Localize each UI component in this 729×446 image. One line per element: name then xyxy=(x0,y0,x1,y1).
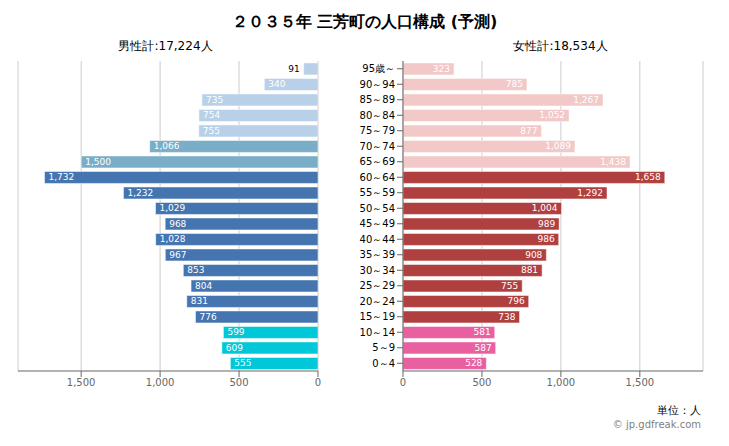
svg-text:599: 599 xyxy=(227,327,244,337)
svg-text:1,000: 1,000 xyxy=(146,377,175,388)
svg-text:967: 967 xyxy=(169,250,186,260)
svg-text:1,004: 1,004 xyxy=(532,203,558,213)
html-text:単位：人: 単位：人 xyxy=(657,404,701,417)
svg-text:581: 581 xyxy=(474,327,491,337)
svg-text:877: 877 xyxy=(520,126,537,136)
svg-text:1,500: 1,500 xyxy=(67,377,96,388)
svg-text:60～64: 60～64 xyxy=(360,172,395,183)
svg-text:1,292: 1,292 xyxy=(577,188,603,198)
svg-text:968: 968 xyxy=(169,219,186,229)
svg-text:587: 587 xyxy=(474,343,491,353)
svg-text:1,029: 1,029 xyxy=(160,203,186,213)
svg-text:40～44: 40～44 xyxy=(360,234,395,245)
svg-text:1,500: 1,500 xyxy=(626,377,655,388)
svg-text:831: 831 xyxy=(191,296,208,306)
svg-text:0: 0 xyxy=(400,377,406,388)
svg-text:1,267: 1,267 xyxy=(573,95,599,105)
svg-text:796: 796 xyxy=(507,296,524,306)
svg-text:50～54: 50～54 xyxy=(360,203,395,214)
svg-text:881: 881 xyxy=(521,265,538,275)
svg-text:908: 908 xyxy=(525,250,542,260)
svg-text:989: 989 xyxy=(538,219,555,229)
svg-text:340: 340 xyxy=(268,79,285,89)
svg-text:323: 323 xyxy=(433,64,450,74)
svg-text:1,232: 1,232 xyxy=(127,188,153,198)
html-text:女性計:18,534人: 女性計:18,534人 xyxy=(513,39,608,53)
svg-text:90～94: 90～94 xyxy=(360,79,395,90)
svg-text:55～59: 55～59 xyxy=(360,187,395,198)
svg-text:1,066: 1,066 xyxy=(154,141,180,151)
svg-text:555: 555 xyxy=(234,358,251,368)
svg-text:1,089: 1,089 xyxy=(545,141,571,151)
svg-text:1,028: 1,028 xyxy=(160,234,186,244)
svg-text:735: 735 xyxy=(206,95,223,105)
svg-text:0～4: 0～4 xyxy=(372,358,395,369)
svg-text:755: 755 xyxy=(203,126,220,136)
svg-text:15～19: 15～19 xyxy=(360,311,395,322)
svg-text:500: 500 xyxy=(472,377,491,388)
html-text:２０３５年 三芳町の人口構成 (予測): ２０３５年 三芳町の人口構成 (予測) xyxy=(231,12,498,31)
svg-text:5～9: 5～9 xyxy=(372,342,395,353)
svg-text:1,732: 1,732 xyxy=(49,172,75,182)
svg-text:500: 500 xyxy=(230,377,249,388)
svg-text:20～24: 20～24 xyxy=(360,296,395,307)
svg-text:30～34: 30～34 xyxy=(360,265,395,276)
svg-text:25～29: 25～29 xyxy=(360,280,395,291)
svg-text:738: 738 xyxy=(498,312,515,322)
svg-text:754: 754 xyxy=(203,110,220,120)
svg-text:804: 804 xyxy=(195,281,212,291)
svg-text:70～74: 70～74 xyxy=(360,141,395,152)
svg-text:1,438: 1,438 xyxy=(600,157,626,167)
svg-text:986: 986 xyxy=(537,234,554,244)
svg-text:91: 91 xyxy=(288,64,299,74)
svg-text:853: 853 xyxy=(187,265,204,275)
svg-text:85～89: 85～89 xyxy=(360,94,395,105)
svg-text:609: 609 xyxy=(226,343,243,353)
svg-text:785: 785 xyxy=(506,79,523,89)
svg-text:65～69: 65～69 xyxy=(360,156,395,167)
svg-text:1,500: 1,500 xyxy=(85,157,111,167)
svg-text:75～79: 75～79 xyxy=(360,125,395,136)
svg-text:0: 0 xyxy=(315,377,321,388)
svg-text:1,052: 1,052 xyxy=(539,110,565,120)
svg-text:35～39: 35～39 xyxy=(360,249,395,260)
svg-text:80～84: 80～84 xyxy=(360,110,395,121)
svg-text:528: 528 xyxy=(465,358,482,368)
svg-text:95歳～: 95歳～ xyxy=(362,63,395,74)
svg-text:45～49: 45～49 xyxy=(360,218,395,229)
svg-text:1,000: 1,000 xyxy=(547,377,576,388)
html-text:男性計:17,224人: 男性計:17,224人 xyxy=(118,39,213,53)
html-text:© jp.gdfreak.com: © jp.gdfreak.com xyxy=(612,419,701,430)
svg-text:1,658: 1,658 xyxy=(635,172,661,182)
svg-text:776: 776 xyxy=(199,312,216,322)
svg-text:755: 755 xyxy=(501,281,518,291)
svg-text:10～14: 10～14 xyxy=(360,327,395,338)
